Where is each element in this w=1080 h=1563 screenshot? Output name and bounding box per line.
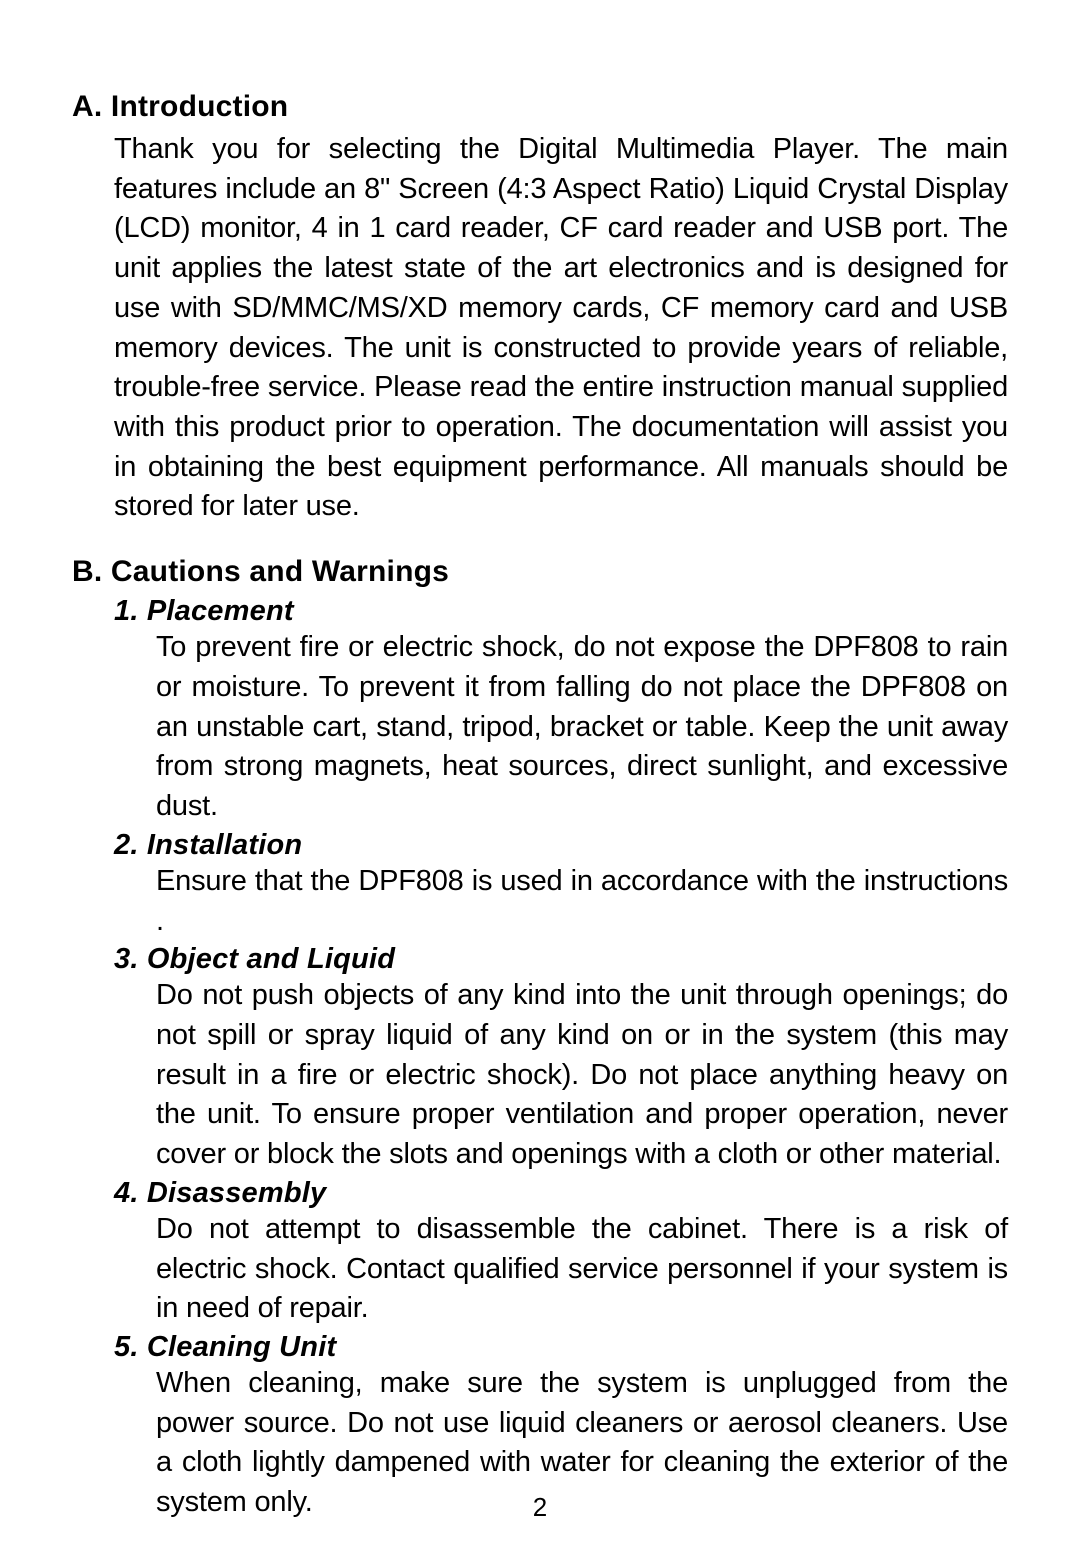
subsection-1-heading: 1. Placement bbox=[114, 595, 1008, 628]
page-number: 2 bbox=[0, 1492, 1080, 1523]
section-b-heading: B. Cautions and Warnings bbox=[72, 555, 1008, 589]
subsection-4-heading: 4. Disassembly bbox=[114, 1177, 1008, 1210]
subsection-2-body: Ensure that the DPF808 is used in accord… bbox=[156, 862, 1008, 941]
subsection-1-body: To prevent fire or electric shock, do no… bbox=[156, 628, 1008, 827]
section-a-heading: A. Introduction bbox=[72, 90, 1008, 124]
subsection-4-body: Do not attempt to disassemble the cabine… bbox=[156, 1210, 1008, 1329]
section-a-body: Thank you for selecting the Digital Mult… bbox=[114, 130, 1008, 527]
subsection-5-heading: 5. Cleaning Unit bbox=[114, 1331, 1008, 1364]
subsection-2-heading: 2. Installation bbox=[114, 829, 1008, 862]
subsection-3-heading: 3. Object and Liquid bbox=[114, 943, 1008, 976]
subsection-3-body: Do not push objects of any kind into the… bbox=[156, 976, 1008, 1175]
